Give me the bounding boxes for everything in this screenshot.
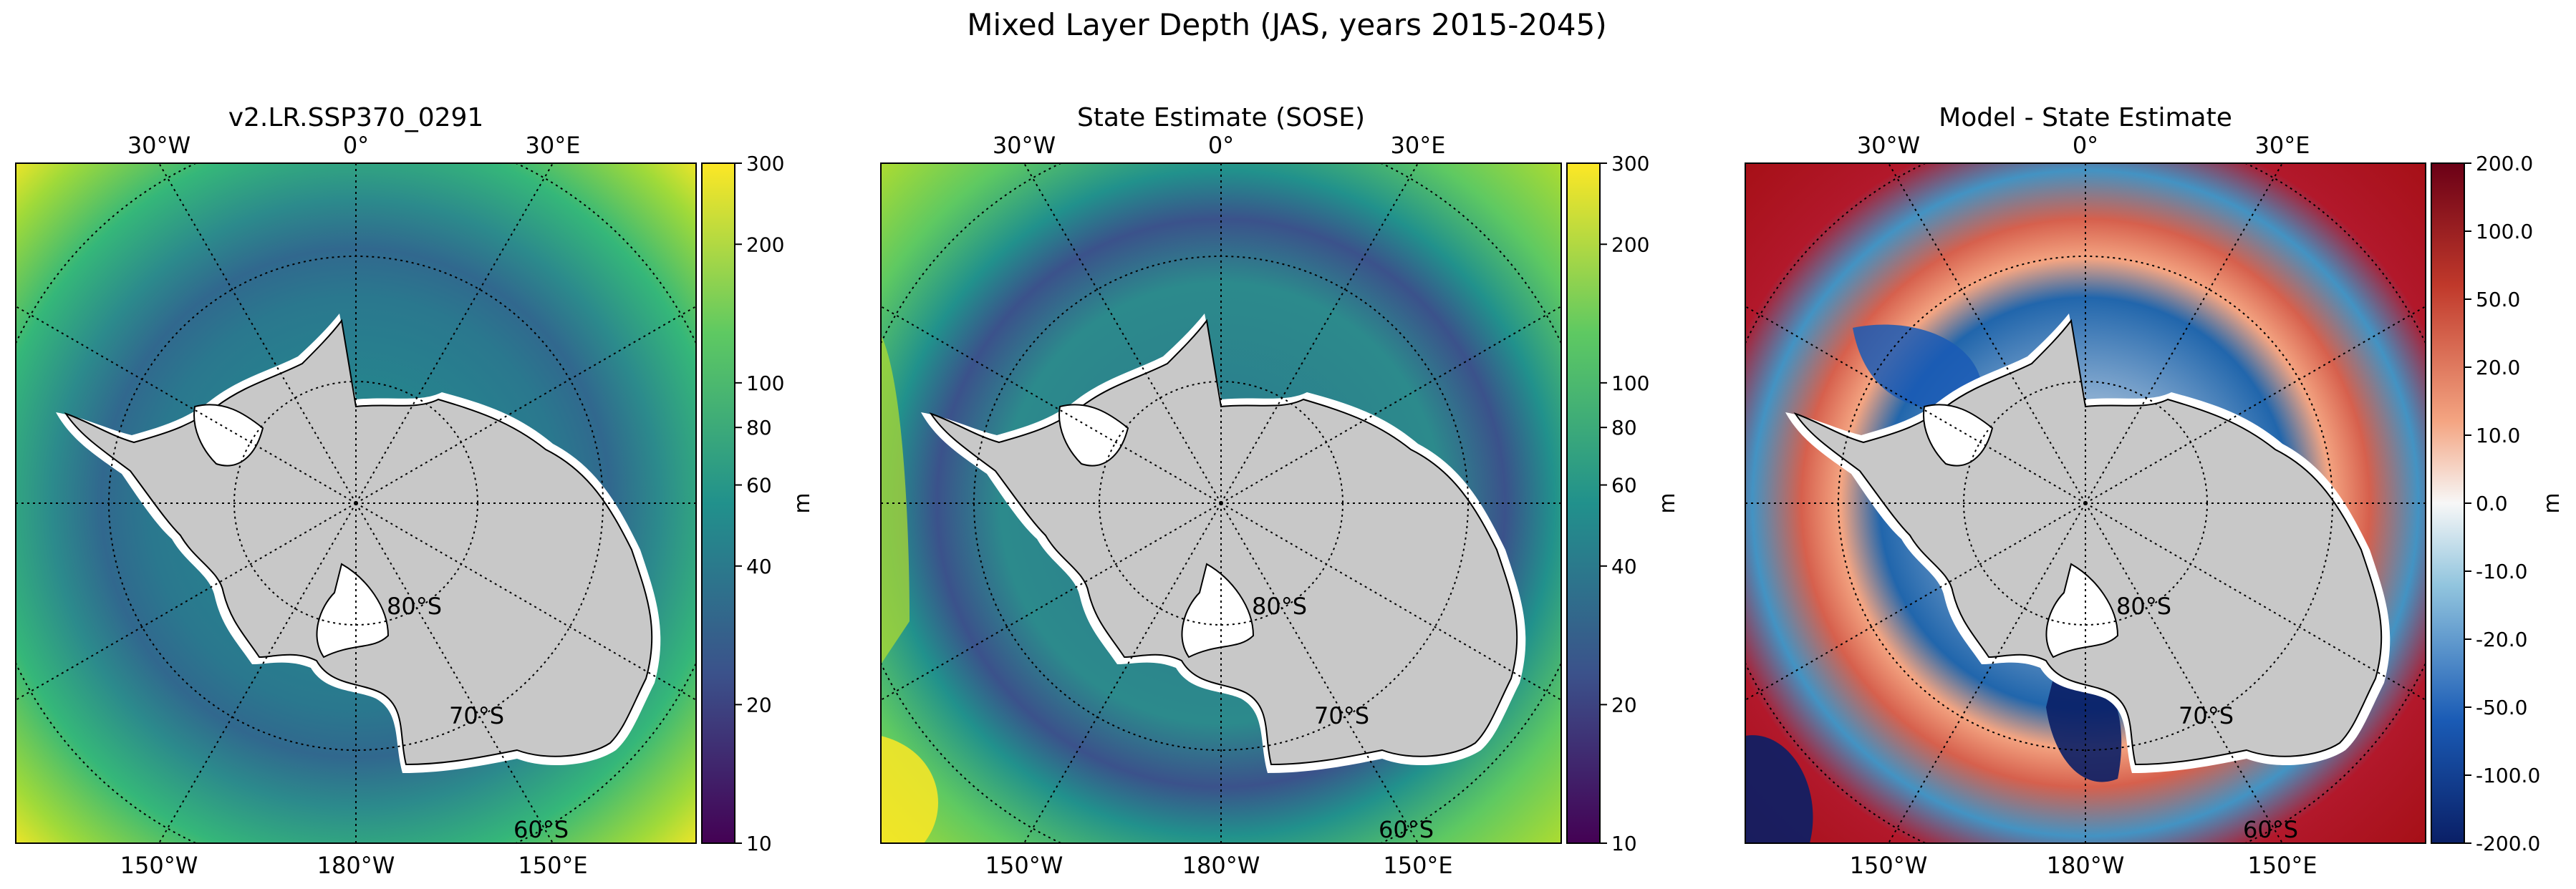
lon-label-bottom-150e: 150°E xyxy=(1383,852,1452,879)
colorbar-tick-label: 50.0 xyxy=(2476,288,2520,311)
colorbar-unit: m xyxy=(2539,492,2565,513)
lat-label-60s: 60°S xyxy=(1379,816,1434,843)
lat-label-70s: 70°S xyxy=(449,702,504,729)
colorbar-tick-label: 20 xyxy=(746,693,772,716)
map-frame xyxy=(880,162,1562,844)
colorbar-tick-label: 300 xyxy=(1611,152,1649,175)
colorbar-difference: 200.0 100.0 50.0 20.0 10.0 0.0 -10.0 -20.0 -50.0… xyxy=(2431,152,2565,855)
graticule xyxy=(881,163,1561,843)
lon-label-top-0: 0° xyxy=(2073,132,2098,159)
colorbar-model: 10 20 40 60 80 100 200 300 m xyxy=(701,152,815,855)
lon-label-top-30e: 30°E xyxy=(1391,132,1446,159)
colorbar-tick-label: 60 xyxy=(746,474,772,497)
colorbar-tick-label: -200.0 xyxy=(2476,832,2540,855)
colorbar-tick-label: -20.0 xyxy=(2476,628,2527,651)
colorbar-tick-label: 10 xyxy=(1611,832,1637,855)
lon-label-bottom-150e: 150°E xyxy=(2247,852,2317,879)
colorbar-tick-label: 80 xyxy=(746,416,772,439)
lat-label-80s: 80°S xyxy=(2116,593,2171,620)
colorbar-tick-label: 10 xyxy=(746,832,772,855)
colorbar-tick-label: -50.0 xyxy=(2476,696,2527,719)
graticule xyxy=(1745,163,2426,843)
colorbar-sose: 10 20 40 60 80 100 200 300 m xyxy=(1566,152,1680,855)
colorbar-tick-label: -100.0 xyxy=(2476,764,2540,787)
panel-title: Model - State Estimate xyxy=(1939,103,2232,132)
colorbar-tick-label: 300 xyxy=(746,152,784,175)
colorbar-tick-label: 20.0 xyxy=(2476,356,2520,379)
colorbar-unit: m xyxy=(790,492,815,513)
panel-title: State Estimate (SOSE) xyxy=(1077,103,1365,132)
lon-label-top-30e: 30°E xyxy=(2255,132,2310,159)
lon-label-top-30w: 30°W xyxy=(993,132,1056,159)
negative-anomaly-patch xyxy=(1745,735,1813,843)
colorbar-tick-label: 60 xyxy=(1611,474,1637,497)
colorbar-tick-label: 10.0 xyxy=(2476,424,2520,447)
negative-anomaly-patch xyxy=(1853,324,1982,409)
lon-label-bottom-150e: 150°E xyxy=(518,852,587,879)
panel-title: v2.LR.SSP370_0291 xyxy=(228,103,484,132)
panel-difference: Model - State Estimate xyxy=(1745,103,2426,879)
colorbar-gradient xyxy=(1566,162,1601,844)
deep-mld-patch xyxy=(881,335,910,664)
map-frame xyxy=(15,162,697,844)
figure-suptitle: Mixed Layer Depth (JAS, years 2015-2045) xyxy=(967,7,1606,42)
lon-label-bottom-180w: 180°W xyxy=(1182,852,1260,879)
lon-label-bottom-150w: 150°W xyxy=(1850,852,1928,879)
lat-label-80s: 80°S xyxy=(1252,593,1307,620)
colorbar-gradient xyxy=(2431,162,2465,844)
lat-label-70s: 70°S xyxy=(2179,702,2234,729)
lon-label-top-30e: 30°E xyxy=(526,132,581,159)
map-frame xyxy=(1745,162,2426,844)
deep-mld-patch xyxy=(881,736,938,843)
colorbar-tick-label: 40 xyxy=(746,555,772,578)
colorbar-tick-label: -10.0 xyxy=(2476,560,2527,583)
lon-label-bottom-150w: 150°W xyxy=(985,852,1063,879)
colorbar-tick-label: 100 xyxy=(746,371,784,395)
lon-label-top-30w: 30°W xyxy=(1857,132,1920,159)
colorbar-tick-label: 100.0 xyxy=(2476,220,2533,243)
lon-label-top-0: 0° xyxy=(1208,132,1234,159)
colorbar-tick-label: 20 xyxy=(1611,693,1637,716)
colorbar-tick-label: 200 xyxy=(746,233,784,256)
colorbar-tick-label: 200.0 xyxy=(2476,152,2533,175)
lon-label-top-30w: 30°W xyxy=(127,132,190,159)
lon-label-top-0: 0° xyxy=(343,132,369,159)
colorbar-tick-label: 80 xyxy=(1611,416,1637,439)
lat-label-60s: 60°S xyxy=(513,816,569,843)
colorbar-unit: m xyxy=(1655,492,1680,513)
graticule xyxy=(16,163,696,843)
lon-label-bottom-180w: 180°W xyxy=(317,852,395,879)
lat-label-60s: 60°S xyxy=(2243,816,2298,843)
panel-sose: State Estimate (SOSE) xyxy=(880,103,1562,879)
colorbar-tick-label: 0.0 xyxy=(2476,492,2508,515)
panel-model: v2.LR.SSP370_0291 xyxy=(15,103,697,879)
colorbar-tick-label: 100 xyxy=(1611,371,1649,395)
colorbar-tick-label: 40 xyxy=(1611,555,1637,578)
colorbar-tick-label: 200 xyxy=(1611,233,1649,256)
colorbar-gradient xyxy=(701,162,735,844)
lat-label-70s: 70°S xyxy=(1314,702,1369,729)
lon-label-bottom-180w: 180°W xyxy=(2047,852,2125,879)
lon-label-bottom-150w: 150°W xyxy=(120,852,198,879)
lat-label-80s: 80°S xyxy=(387,593,442,620)
